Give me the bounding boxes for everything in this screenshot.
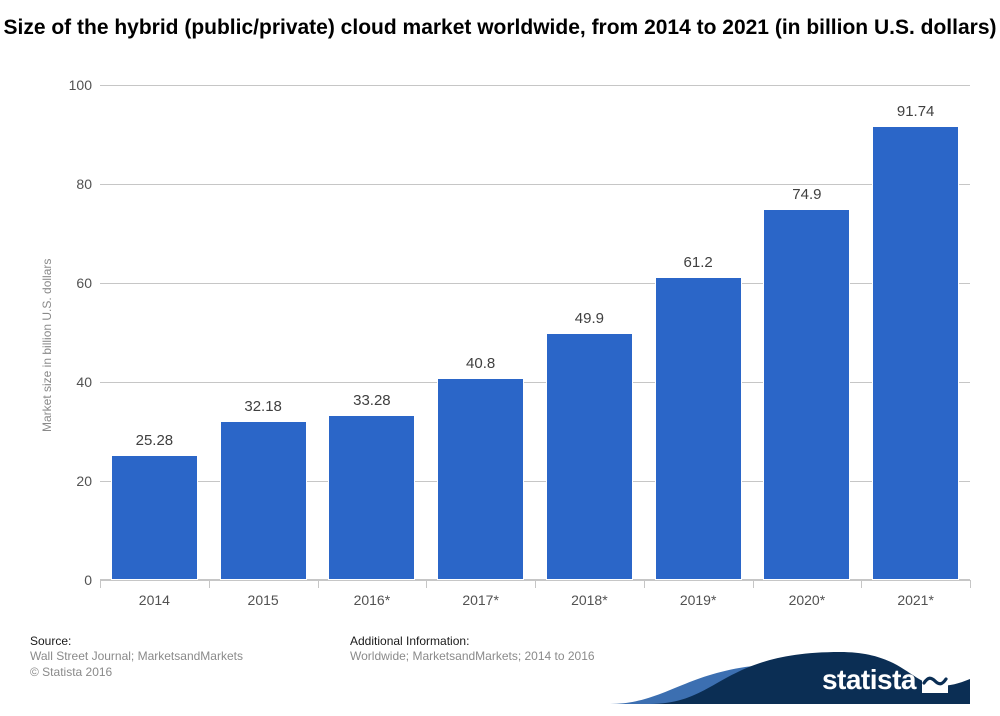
bar-value-label: 40.8 [466,355,495,372]
bar [546,333,633,580]
x-tick [970,580,971,588]
bar [328,415,415,580]
bar [111,455,198,580]
gridline [100,184,970,185]
x-tick-label: 2019* [680,580,717,608]
bar-value-label: 61.2 [684,254,713,271]
logo-text: statista [822,664,916,696]
x-tick-label: 2021* [897,580,934,608]
x-tick [644,580,645,588]
x-tick [861,580,862,588]
copyright-line: © Statista 2016 [30,664,340,680]
logo-wave-icon [922,667,948,693]
bar-value-label: 91.74 [897,103,935,120]
source-heading: Source: [30,634,340,648]
source-line: Wall Street Journal; MarketsandMarkets [30,648,340,664]
bar-value-label: 33.28 [353,392,391,409]
bar-value-label: 49.9 [575,310,604,327]
x-tick-label: 2016* [354,580,391,608]
x-tick [535,580,536,588]
additional-info-heading: Additional Information: [350,634,750,648]
y-tick-label: 80 [76,176,100,192]
x-tick [426,580,427,588]
bar-value-label: 25.28 [136,432,174,449]
y-tick-label: 100 [69,77,100,93]
bar [437,378,524,580]
x-tick [753,580,754,588]
chart-footer: Source: Wall Street Journal; MarketsandM… [30,634,970,704]
chart-title: Size of the hybrid (public/private) clou… [0,14,1000,41]
y-tick-label: 20 [76,473,100,489]
bar [872,126,959,580]
additional-info-line: Worldwide; MarketsandMarkets; 2014 to 20… [350,648,750,664]
additional-info-block: Additional Information: Worldwide; Marke… [350,634,750,664]
source-block: Source: Wall Street Journal; MarketsandM… [30,634,340,680]
x-tick [100,580,101,588]
bar [220,421,307,580]
y-tick-label: 60 [76,275,100,291]
x-tick [209,580,210,588]
bar-value-label: 32.18 [244,398,282,415]
y-axis-title: Market size in billion U.S. dollars [40,258,54,431]
plot-area: 02040608010025.28201432.18201533.282016*… [100,85,970,580]
chart-container: Size of the hybrid (public/private) clou… [0,0,1000,716]
x-tick-label: 2017* [462,580,499,608]
x-tick-label: 2014 [139,580,170,608]
x-tick [318,580,319,588]
x-tick-label: 2018* [571,580,608,608]
bar-value-label: 74.9 [792,186,821,203]
x-tick-label: 2015 [248,580,279,608]
y-tick-label: 40 [76,374,100,390]
bar [655,277,742,580]
y-tick-label: 0 [84,572,100,588]
gridline [100,85,970,86]
bar [763,209,850,580]
statista-logo: statista [822,664,948,696]
x-tick-label: 2020* [789,580,826,608]
